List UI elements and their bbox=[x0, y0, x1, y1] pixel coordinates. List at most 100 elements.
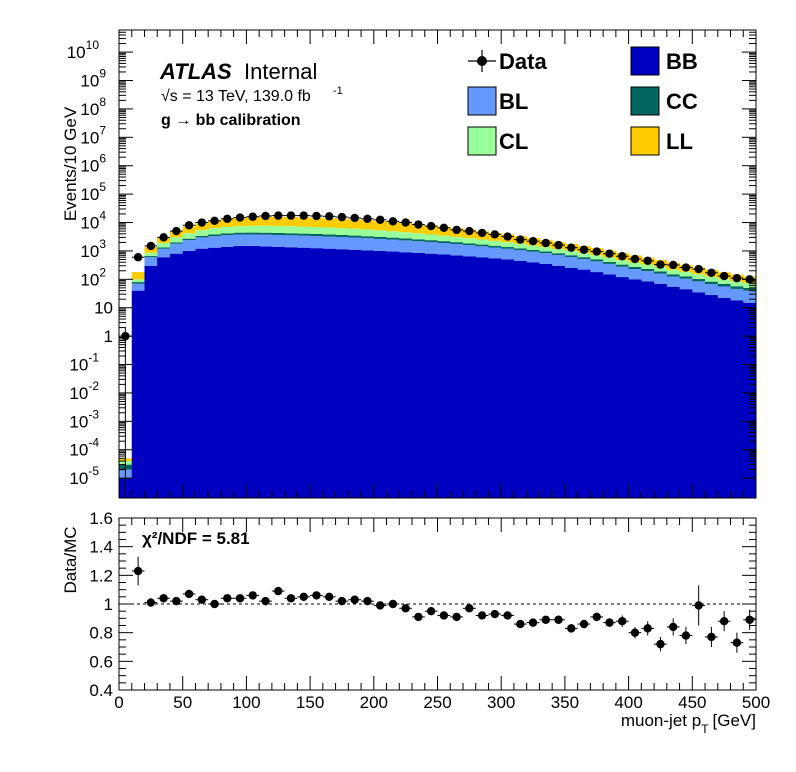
bar-bl bbox=[182, 240, 196, 251]
ll-swatch-icon bbox=[630, 126, 660, 156]
bar-cl bbox=[730, 281, 744, 287]
bar-cc bbox=[271, 232, 286, 235]
bar-bl bbox=[437, 243, 451, 255]
bar-bl bbox=[615, 266, 629, 278]
data-point bbox=[325, 212, 334, 221]
bar-bb bbox=[233, 245, 247, 498]
data-point bbox=[452, 225, 461, 235]
bar-bb bbox=[182, 250, 196, 498]
data-point bbox=[146, 241, 156, 251]
x-tick-label: 300 bbox=[487, 693, 515, 712]
bar-ll bbox=[386, 222, 400, 232]
bar-cc bbox=[348, 235, 362, 238]
bar-bb bbox=[654, 283, 668, 498]
bar-cc bbox=[679, 276, 693, 279]
bar-bb bbox=[246, 245, 260, 498]
bar-ll bbox=[335, 218, 349, 229]
x-tick-label: 450 bbox=[678, 693, 706, 712]
bar-cc bbox=[246, 232, 260, 235]
bar-cl bbox=[322, 227, 336, 235]
x-tick-label: 200 bbox=[360, 693, 388, 712]
bar-bl bbox=[348, 237, 362, 250]
bar-bb bbox=[348, 249, 362, 498]
ratio-point bbox=[503, 611, 512, 620]
y-tick-label: 10-4 bbox=[69, 436, 99, 460]
bar-cl bbox=[284, 226, 298, 234]
y-tick-label: 103 bbox=[80, 237, 106, 261]
bar-bl bbox=[322, 236, 336, 249]
ratio-point bbox=[439, 611, 449, 620]
data-point bbox=[248, 212, 257, 221]
bar-cc bbox=[488, 245, 502, 248]
data-point bbox=[414, 220, 423, 229]
bar-bl bbox=[552, 254, 566, 266]
data-point bbox=[643, 256, 652, 265]
bar-cl bbox=[590, 255, 604, 260]
bar-cl bbox=[654, 266, 668, 272]
bar-cc bbox=[539, 251, 553, 254]
ratio-point bbox=[274, 586, 283, 596]
data-point bbox=[668, 260, 678, 270]
ratio-point bbox=[554, 615, 563, 624]
y-tick-label: 109 bbox=[80, 67, 106, 91]
x-tick-label: 250 bbox=[423, 693, 451, 712]
ratio-point bbox=[630, 628, 640, 637]
ratio-y-axis-label: Data/MC bbox=[61, 526, 80, 593]
bar-ll bbox=[220, 219, 235, 228]
bar-cl bbox=[233, 226, 247, 233]
bar-cc bbox=[412, 239, 426, 242]
bar-cc bbox=[628, 266, 642, 270]
ratio-point bbox=[159, 594, 168, 603]
bar-bl bbox=[475, 246, 489, 258]
bar-cc bbox=[335, 234, 349, 237]
data-point bbox=[719, 271, 729, 281]
bar-bb bbox=[513, 260, 528, 498]
bar-bb bbox=[424, 253, 438, 498]
bar-cl bbox=[182, 233, 196, 239]
bar-cc bbox=[169, 242, 184, 244]
ratio-point bbox=[172, 596, 181, 606]
legend-label-bb: BB bbox=[666, 49, 698, 74]
bar-cl bbox=[208, 228, 222, 235]
bar-cc bbox=[182, 238, 196, 241]
bar-bl bbox=[705, 284, 719, 296]
bar-bl bbox=[603, 263, 617, 275]
chi2-label: χ²/NDF = 5.81 bbox=[142, 529, 250, 548]
x-tick-label: 350 bbox=[551, 693, 579, 712]
bar-bl bbox=[590, 261, 604, 273]
bar-bl bbox=[412, 241, 426, 253]
bar-bl bbox=[208, 236, 222, 248]
bar-bb bbox=[310, 248, 324, 498]
data-point bbox=[656, 260, 665, 269]
data-point bbox=[210, 216, 219, 225]
bar-cc bbox=[424, 240, 438, 243]
bar-cl bbox=[259, 225, 273, 233]
bar-ll bbox=[246, 217, 260, 226]
data-point bbox=[541, 238, 550, 248]
ratio-point bbox=[465, 604, 474, 613]
x-tick-label: 500 bbox=[742, 693, 770, 712]
bar-bl bbox=[220, 235, 235, 247]
data-point bbox=[299, 211, 308, 220]
ratio-point bbox=[286, 594, 296, 603]
bar-bb bbox=[271, 246, 286, 498]
x-tick-label: 100 bbox=[232, 693, 260, 712]
bar-bl bbox=[564, 257, 579, 269]
bar-bl bbox=[246, 234, 260, 246]
bar-cl bbox=[157, 242, 171, 248]
bar-cc bbox=[475, 244, 489, 247]
bar-bb bbox=[628, 279, 642, 498]
bb-swatch-icon bbox=[630, 46, 660, 76]
legend-entry-cl: CL bbox=[467, 126, 528, 156]
bar-bl bbox=[526, 251, 540, 263]
data-point bbox=[133, 253, 143, 262]
legend-label-cc: CC bbox=[666, 89, 698, 114]
y-tick-label: 104 bbox=[80, 209, 106, 233]
bar-bl bbox=[335, 236, 349, 250]
bar-cc bbox=[386, 237, 400, 240]
data-point bbox=[732, 273, 742, 283]
bar-cc bbox=[717, 283, 731, 287]
bar-cc bbox=[310, 233, 324, 237]
data-point bbox=[261, 211, 270, 221]
bar-cc bbox=[501, 247, 515, 249]
